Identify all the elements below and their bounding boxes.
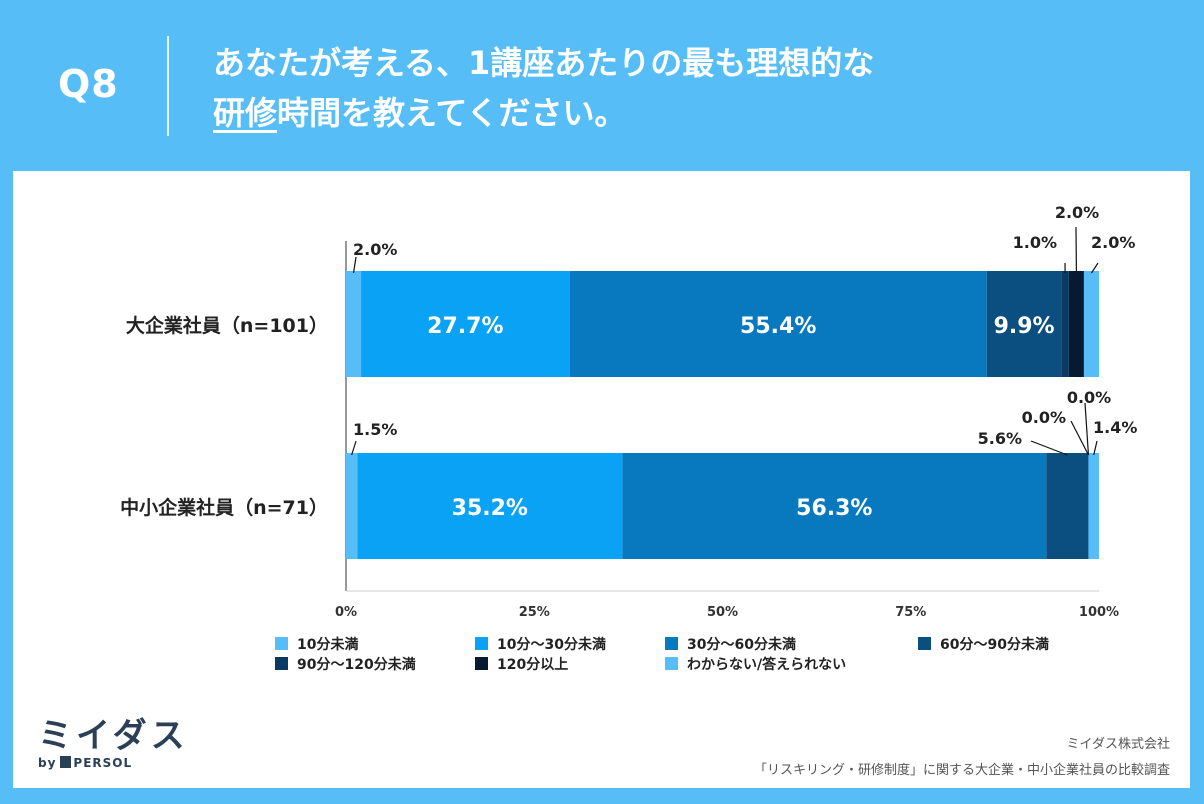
legend-label: 10分未満 xyxy=(297,636,358,653)
category-label: 大企業社員（n=101） xyxy=(126,314,328,337)
bar-segment xyxy=(346,271,362,377)
bar-segment xyxy=(357,453,623,559)
bar-segment xyxy=(361,271,570,377)
leader-line xyxy=(1030,440,1068,456)
bar-segment xyxy=(1046,453,1089,559)
bar-segment xyxy=(1088,453,1099,559)
bar-segment xyxy=(1083,271,1099,377)
persol-mark-icon xyxy=(60,756,72,768)
brand-sub: by PERSOL xyxy=(38,756,189,770)
bar-segment xyxy=(346,453,358,559)
callout-value-label: 0.0% xyxy=(1022,408,1066,427)
callout-value-label: 2.0% xyxy=(1055,203,1099,222)
callout-value-label: 5.6% xyxy=(978,429,1022,448)
leader-line xyxy=(1084,402,1090,456)
credit-survey: 「リスキリング・研修制度」に関する大企業・中小企業社員の比較調査 xyxy=(753,763,1170,778)
brand-name: ミイダス xyxy=(38,716,189,756)
legend-swatch xyxy=(665,637,678,650)
question-title-rest: 時間を教えてください。 xyxy=(277,94,627,132)
bar-segment xyxy=(1061,271,1069,377)
x-tick-label: 25% xyxy=(519,605,550,620)
bar-value-label: 27.7% xyxy=(427,314,503,339)
legend-label: 30分～60分未満 xyxy=(687,636,796,653)
legend-swatch xyxy=(475,637,488,650)
category-label: 中小企業社員（n=71） xyxy=(120,496,328,519)
legend-label: 10分～30分未満 xyxy=(497,636,606,653)
x-tick-label: 75% xyxy=(895,605,926,620)
leader-line xyxy=(351,440,357,456)
leader-line xyxy=(352,256,357,274)
callout-value-label: 2.0% xyxy=(1091,233,1135,252)
leader-line xyxy=(1093,440,1098,456)
bar-segment xyxy=(622,453,1047,559)
brand-company: PERSOL xyxy=(73,756,133,770)
legend-swatch xyxy=(275,657,288,670)
question-title-underlined: 研修 xyxy=(213,94,278,132)
brand-by: by xyxy=(38,756,57,770)
brand-logo: ミイダス by PERSOL xyxy=(38,718,189,770)
question-title: あなたが考える、1講座あたりの最も理想的な 研修時間を教えてください。 xyxy=(213,38,874,138)
legend-label: 60分～90分未満 xyxy=(940,636,1049,653)
legend-swatch xyxy=(918,637,931,650)
bar-segment xyxy=(1068,271,1084,377)
chart-panel: 0% 25% 50% 75% 100% 大企業社員（n=101） 中小企業社員（n=71） 2… xyxy=(13,171,1190,788)
question-title-line1: あなたが考える、1講座あたりの最も理想的な xyxy=(213,44,875,82)
bar-value-label: 55.4% xyxy=(740,314,816,339)
credit: ミイダス株式会社 「リスキリング・研修制度」に関する大企業・中小企業社員の比較調… xyxy=(754,732,1170,784)
legend-swatch xyxy=(475,657,488,670)
bar-segment xyxy=(986,271,1062,377)
callout-value-label: 1.0% xyxy=(1013,233,1057,252)
bar-segment xyxy=(569,271,987,377)
bar-value-label: 35.2% xyxy=(452,496,528,521)
x-tick-label: 100% xyxy=(1079,605,1119,620)
question-number: Q8 xyxy=(58,62,119,106)
bar-value-label: 56.3% xyxy=(796,496,872,521)
stacked-bar-chart: 0% 25% 50% 75% 100% 大企業社員（n=101） 中小企業社員（n=71） 2… xyxy=(120,203,1137,673)
legend-label: 90分～120分未満 xyxy=(297,656,416,673)
header-divider xyxy=(167,36,169,136)
legend-label: 120分以上 xyxy=(497,657,568,673)
callout-value-label: 1.4% xyxy=(1093,418,1137,437)
legend-swatch xyxy=(275,637,288,650)
callout-value-label: 0.0% xyxy=(1067,388,1111,407)
leader-line xyxy=(1070,420,1089,456)
x-tick-label: 50% xyxy=(707,605,738,620)
x-tick-label: 0% xyxy=(335,605,357,620)
credit-company: ミイダス株式会社 xyxy=(1066,737,1170,752)
bar-value-label: 9.9% xyxy=(994,314,1055,339)
legend-label: わからない/答えられない xyxy=(687,656,846,673)
legend-swatch xyxy=(665,657,678,670)
leader-line xyxy=(1090,262,1099,274)
callout-value-label: 2.0% xyxy=(353,240,397,259)
callout-value-label: 1.5% xyxy=(353,420,397,439)
question-title-line2: 研修時間を教えてください。 xyxy=(213,88,874,138)
